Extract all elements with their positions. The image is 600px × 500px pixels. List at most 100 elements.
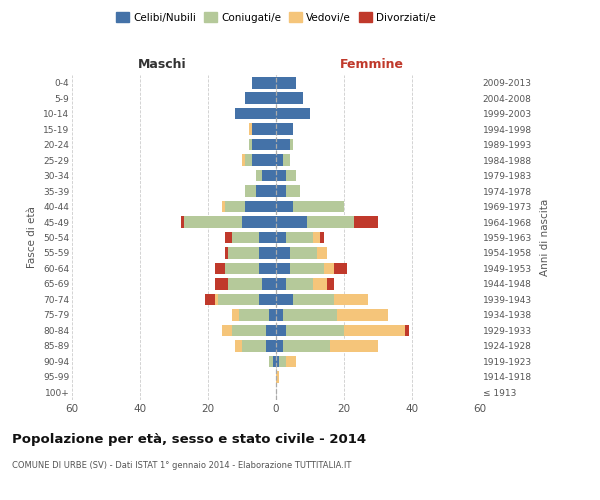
Bar	[276, 324, 286, 336]
Bar	[307, 216, 354, 228]
Bar	[276, 294, 293, 305]
Legend: Celibi/Nubili, Coniugati/e, Vedovi/e, Divorziati/e: Celibi/Nubili, Coniugati/e, Vedovi/e, Di…	[115, 10, 437, 24]
Bar	[276, 309, 283, 320]
Bar	[232, 309, 239, 320]
Bar	[276, 247, 290, 259]
Bar	[256, 170, 262, 181]
Bar	[286, 170, 296, 181]
Bar	[276, 124, 293, 135]
Bar	[266, 324, 276, 336]
Bar	[334, 262, 347, 274]
Y-axis label: Fasce di età: Fasce di età	[28, 206, 37, 268]
Bar	[276, 232, 286, 243]
Bar	[293, 200, 344, 212]
Text: Popolazione per età, sesso e stato civile - 2014: Popolazione per età, sesso e stato civil…	[12, 432, 366, 446]
Bar	[269, 356, 272, 367]
Bar	[235, 340, 242, 351]
Bar	[276, 186, 286, 197]
Bar	[262, 170, 276, 181]
Bar	[313, 232, 320, 243]
Bar	[276, 278, 286, 289]
Bar	[235, 108, 276, 120]
Bar	[405, 324, 409, 336]
Bar	[276, 108, 310, 120]
Bar	[205, 294, 215, 305]
Bar	[290, 247, 317, 259]
Bar	[215, 278, 229, 289]
Bar	[249, 124, 252, 135]
Bar	[259, 294, 276, 305]
Bar	[331, 340, 378, 351]
Bar	[249, 139, 252, 150]
Bar	[276, 371, 280, 382]
Bar	[276, 262, 290, 274]
Bar	[276, 216, 307, 228]
Bar	[242, 216, 276, 228]
Bar	[221, 200, 225, 212]
Text: Femmine: Femmine	[340, 58, 404, 70]
Bar	[344, 324, 405, 336]
Bar	[259, 247, 276, 259]
Bar	[245, 154, 252, 166]
Bar	[184, 216, 242, 228]
Bar	[276, 154, 283, 166]
Bar	[225, 232, 232, 243]
Bar	[293, 294, 334, 305]
Bar	[280, 356, 286, 367]
Bar	[232, 232, 259, 243]
Bar	[232, 324, 266, 336]
Bar	[239, 309, 269, 320]
Bar	[286, 356, 296, 367]
Bar	[337, 309, 388, 320]
Bar	[242, 154, 245, 166]
Bar	[286, 324, 344, 336]
Bar	[327, 278, 334, 289]
Bar	[245, 200, 276, 212]
Bar	[276, 356, 280, 367]
Bar	[320, 232, 323, 243]
Bar	[181, 216, 184, 228]
Bar	[276, 92, 303, 104]
Bar	[215, 294, 218, 305]
Bar	[259, 262, 276, 274]
Bar	[283, 309, 337, 320]
Bar	[252, 154, 276, 166]
Bar	[259, 232, 276, 243]
Bar	[245, 186, 256, 197]
Bar	[290, 262, 323, 274]
Bar	[334, 294, 368, 305]
Bar	[276, 170, 286, 181]
Bar	[269, 309, 276, 320]
Bar	[276, 200, 293, 212]
Bar	[286, 232, 313, 243]
Bar	[276, 139, 290, 150]
Bar	[317, 247, 327, 259]
Bar	[266, 340, 276, 351]
Bar	[218, 294, 259, 305]
Text: COMUNE DI URBE (SV) - Dati ISTAT 1° gennaio 2014 - Elaborazione TUTTITALIA.IT: COMUNE DI URBE (SV) - Dati ISTAT 1° genn…	[12, 460, 352, 469]
Bar	[286, 278, 313, 289]
Bar	[252, 77, 276, 88]
Bar	[283, 340, 331, 351]
Bar	[276, 77, 296, 88]
Bar	[262, 278, 276, 289]
Bar	[229, 247, 259, 259]
Bar	[221, 324, 232, 336]
Bar	[225, 247, 229, 259]
Y-axis label: Anni di nascita: Anni di nascita	[541, 199, 550, 276]
Bar	[286, 186, 300, 197]
Bar	[256, 186, 276, 197]
Bar	[242, 340, 266, 351]
Bar	[290, 139, 293, 150]
Bar	[229, 278, 262, 289]
Bar	[313, 278, 327, 289]
Bar	[225, 262, 259, 274]
Bar	[283, 154, 290, 166]
Bar	[215, 262, 225, 274]
Bar	[225, 200, 245, 212]
Bar	[252, 139, 276, 150]
Bar	[245, 92, 276, 104]
Bar	[272, 356, 276, 367]
Bar	[323, 262, 334, 274]
Text: Maschi: Maschi	[137, 58, 187, 70]
